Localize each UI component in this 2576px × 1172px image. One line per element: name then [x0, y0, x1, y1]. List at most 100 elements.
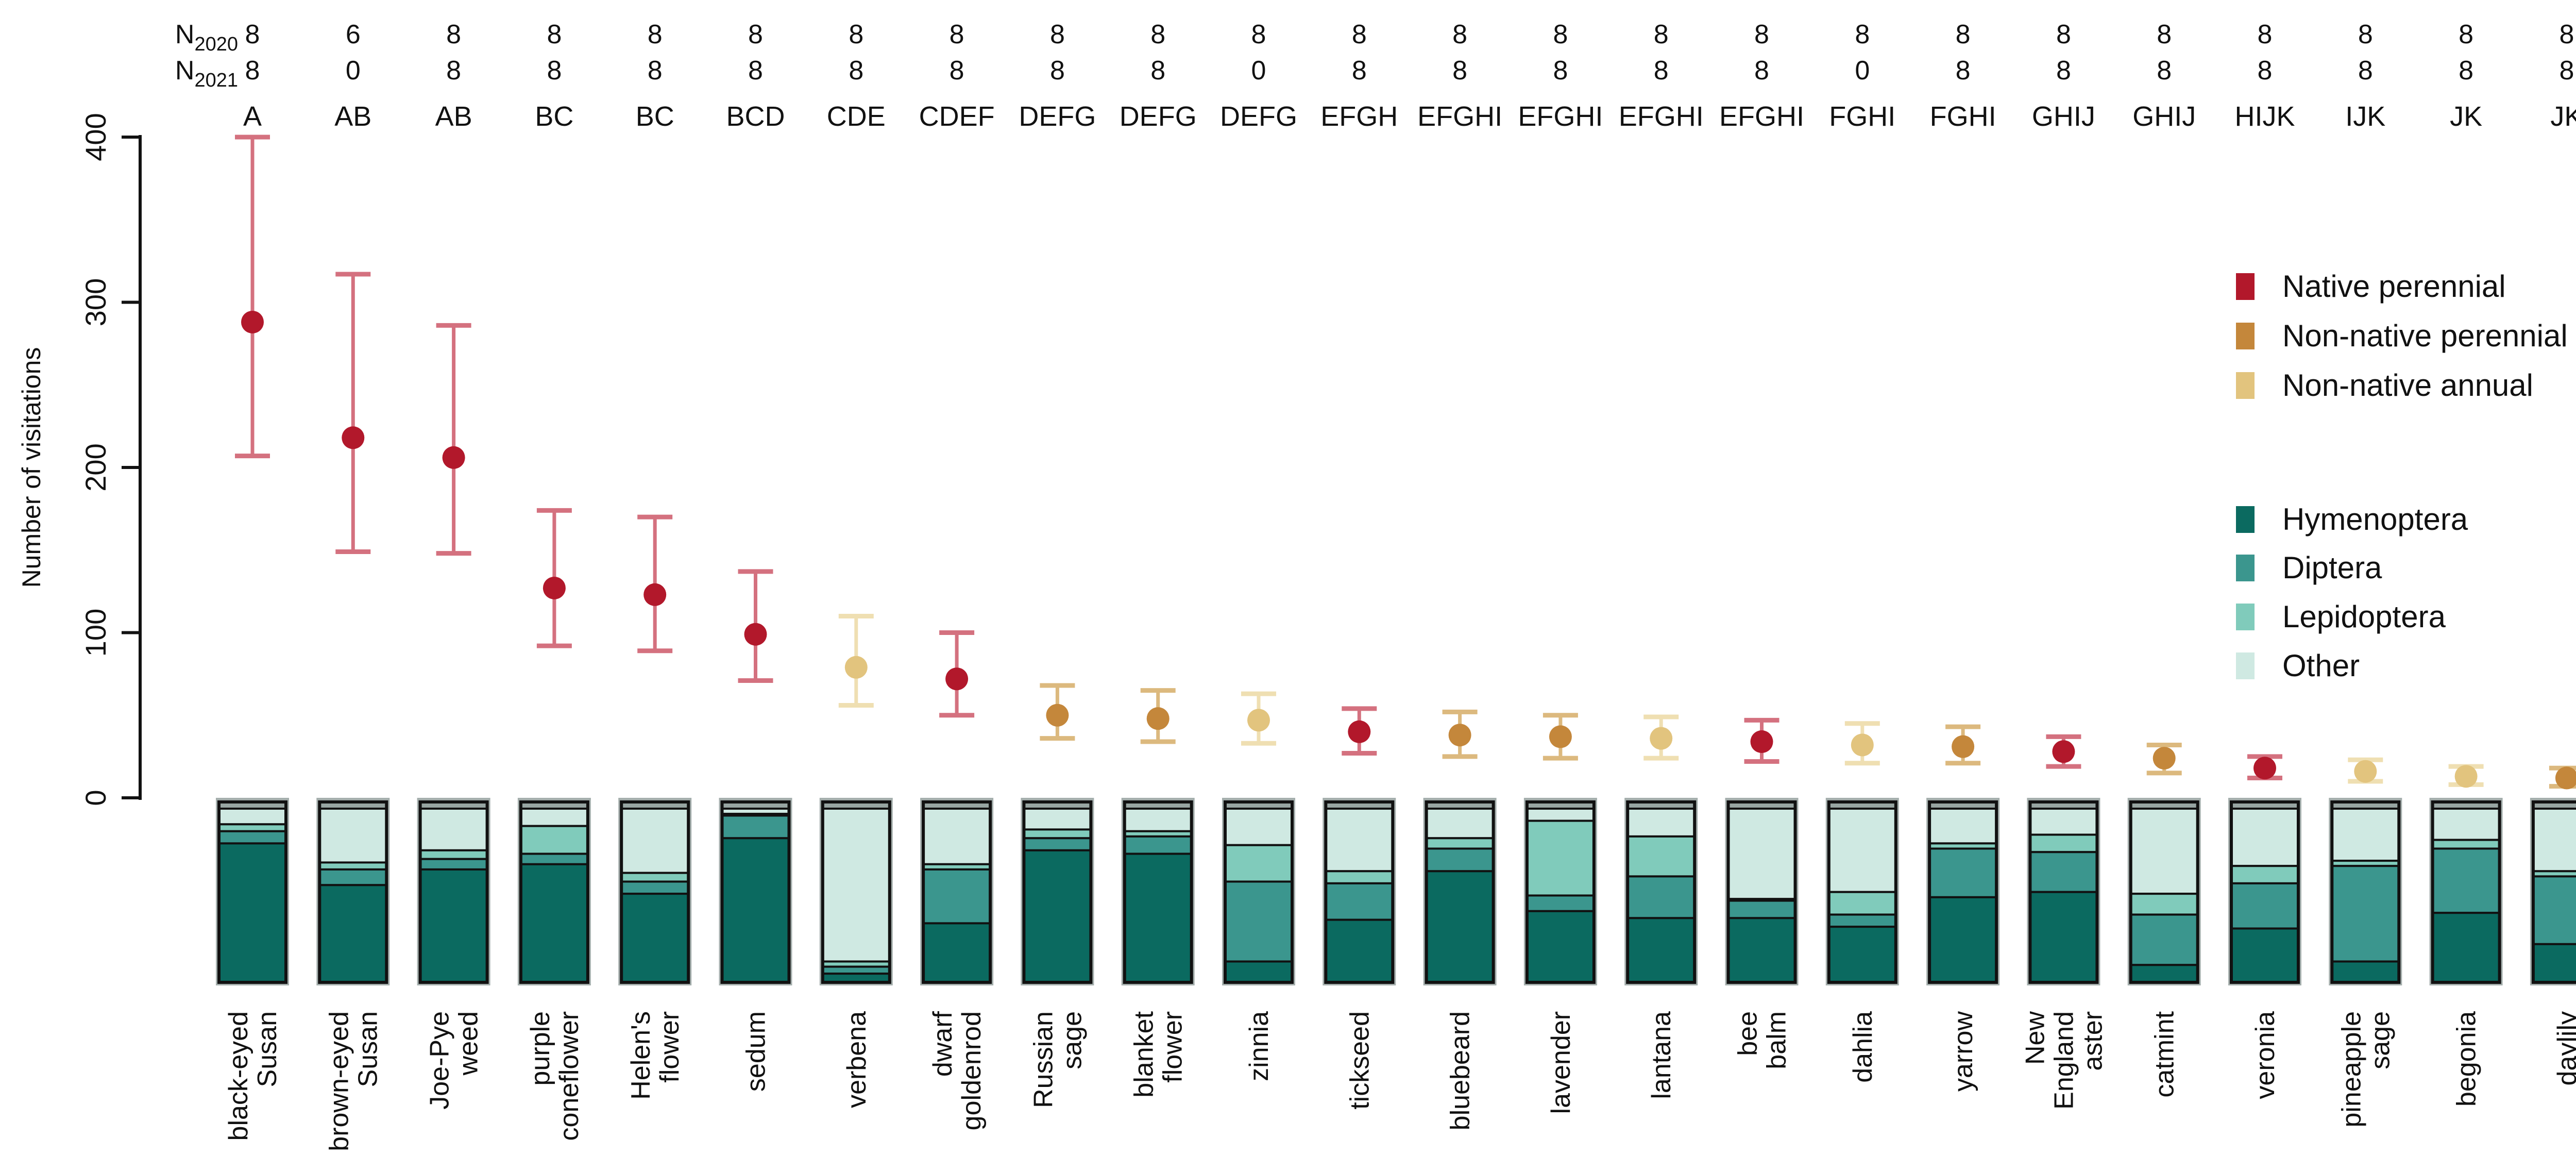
bar-segment-diptera: [1727, 899, 1797, 919]
point-with-error-bar: [536, 508, 572, 648]
point-with-error-bar: [2549, 765, 2576, 790]
n-2021-value: 8: [748, 56, 763, 86]
mean-point: [1851, 733, 1874, 757]
bar-segment-diptera: [1526, 894, 1595, 912]
n-2020-value: 8: [2056, 20, 2071, 49]
stacked-bar: [819, 798, 893, 985]
bar-segment-hymenoptera: [1928, 896, 1998, 983]
bar-segment-other: [1526, 808, 1595, 822]
bar-segment-other: [821, 808, 891, 963]
significance-letters: AB: [334, 101, 371, 132]
mean-point: [1750, 730, 1773, 754]
x-label-line: sage: [1057, 1011, 1087, 1069]
n-2021-value: 8: [547, 56, 562, 86]
bar-segment-lepidoptera: [318, 861, 388, 870]
n-2021-value: 8: [950, 56, 964, 86]
point-with-error-bar: [1643, 714, 1679, 761]
significance-letters: CDEF: [919, 101, 995, 132]
x-label-line: pineapple: [2336, 1011, 2366, 1128]
n-2020-value: 8: [1352, 20, 1367, 49]
bar-segment-hymenoptera: [419, 868, 488, 983]
point-with-error-bar: [637, 514, 673, 654]
x-label-line: lantana: [1647, 1011, 1676, 1099]
bar-segment-lepidoptera: [1224, 844, 1293, 883]
bar-segment-other: [218, 808, 287, 826]
x-label-line: Joe-Pye: [425, 1011, 455, 1110]
n-2021-value: 8: [446, 56, 461, 86]
bar-segment-diptera: [1023, 837, 1092, 851]
n-2021-value: 8: [2358, 56, 2373, 86]
mean-point: [744, 623, 767, 646]
bar-segment-diptera: [1626, 875, 1696, 919]
stacked-bar: [2127, 798, 2201, 985]
plant-type-legend-label: Native perennial: [2282, 269, 2506, 304]
n-2020-value: 8: [547, 20, 562, 49]
bar-segment-diptera: [2532, 875, 2576, 945]
bar-segment-other: [1023, 808, 1092, 831]
stacked-bar: [1825, 798, 1899, 985]
n-2021-value: 8: [2559, 56, 2574, 86]
point-with-error-bar: [738, 569, 773, 683]
mean-point: [2253, 757, 2276, 780]
x-label-line: bluebeard: [1446, 1011, 1476, 1130]
x-label-line: yarrow: [1948, 1011, 1978, 1092]
x-label-line: balm: [1762, 1011, 1792, 1069]
bar-segment-diptera: [1827, 913, 1897, 928]
x-label-line: daylily: [2552, 1011, 2576, 1086]
x-label-line: veronia: [2250, 1011, 2280, 1099]
x-label-line: weed: [454, 1011, 484, 1076]
stacked-bar: [1523, 798, 1597, 985]
bar-segment-other: [922, 808, 992, 865]
stacked-bar: [417, 798, 490, 985]
insect-order-legend-swatch: [2236, 506, 2255, 533]
bar-segment-diptera: [821, 965, 891, 975]
significance-letters: BC: [535, 101, 573, 132]
stacked-bar: [216, 798, 289, 985]
significance-letters: DEFG: [1220, 101, 1297, 132]
x-label-line: New: [2020, 1011, 2050, 1065]
bar-segment-other: [2532, 808, 2576, 873]
point-with-error-bar: [335, 272, 371, 554]
x-label-line: begonia: [2452, 1011, 2482, 1107]
point-with-error-bar: [2348, 757, 2383, 784]
plant-type-legend-label: Non-native perennial: [2282, 319, 2568, 353]
significance-letters: EFGH: [1320, 101, 1398, 132]
point-with-error-bar: [1945, 724, 1981, 766]
insect-order-legend-label: Hymenoptera: [2282, 502, 2468, 537]
bar-segment-other: [1224, 808, 1293, 846]
x-label-line: blanket: [1129, 1011, 1159, 1097]
x-label-line: catmint: [2150, 1011, 2180, 1097]
plant-type-legend-swatch: [2236, 273, 2255, 300]
significance-letters: EFGHI: [1417, 101, 1502, 132]
bar-segment-other: [1928, 808, 1998, 845]
mean-point: [1046, 704, 1069, 727]
mean-point: [1146, 707, 1170, 730]
x-label-line: verbena: [842, 1011, 872, 1108]
n-2020-value: 8: [1754, 20, 1769, 49]
n-2021-value: 8: [245, 56, 260, 86]
n-2020-value: 8: [2157, 20, 2172, 49]
n-2021-value: 8: [1654, 56, 1669, 86]
n-2021-value: 8: [849, 56, 863, 86]
point-with-error-bar: [436, 323, 471, 556]
x-label-line: dahlia: [1848, 1011, 1878, 1083]
n-2020-value: 8: [1050, 20, 1065, 49]
point-with-error-bar: [1543, 713, 1578, 761]
bar-segment-other: [2029, 808, 2098, 836]
point-with-error-bar: [235, 135, 270, 459]
bar-segment-diptera: [2230, 882, 2299, 930]
n-2020-value: 8: [245, 20, 260, 49]
bar-segment-hymenoptera: [1224, 960, 1293, 984]
bar-segment-other: [419, 808, 488, 851]
bar-segment-other: [1325, 808, 1394, 873]
mean-point: [1448, 724, 1471, 747]
x-label-line: bee: [1733, 1011, 1763, 1056]
bar-segment-other: [2129, 808, 2199, 895]
bar-segment-lepidoptera: [1425, 837, 1495, 850]
bar-segment-hymenoptera: [1827, 926, 1897, 984]
plant-type-legend-swatch: [2236, 372, 2255, 399]
significance-letters: DEFG: [1019, 101, 1096, 132]
n2021-row-label: N2021: [175, 56, 238, 91]
bar-segment-other: [1827, 808, 1897, 893]
